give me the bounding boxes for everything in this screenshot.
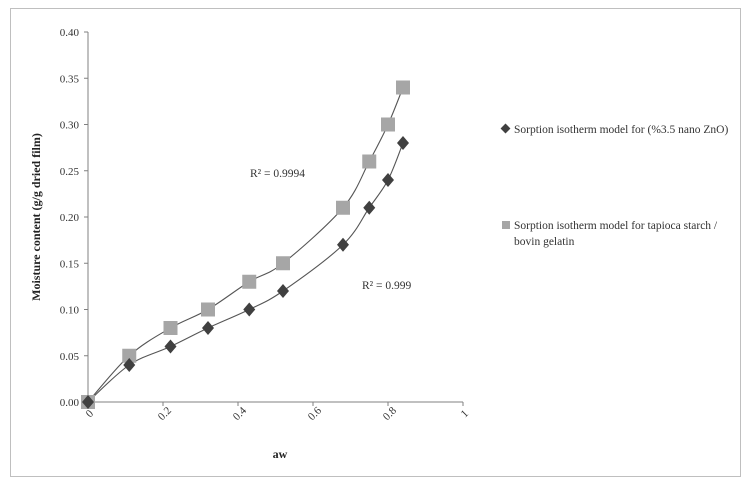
x-tick-label: 0 — [84, 407, 97, 420]
x-tick-label: 0.2 — [156, 405, 174, 423]
fit-curves — [87, 87, 404, 403]
diamond-point-5 — [277, 284, 289, 298]
chart-labels: Moisture content (g/g dried film) aw R² = … — [29, 133, 411, 461]
r2-label-series-1: R² = 0.999 — [362, 280, 411, 292]
square-point-3 — [201, 302, 215, 317]
diamond-point-3 — [202, 321, 214, 335]
square-point-8 — [381, 117, 395, 132]
fit-curve-series-2 — [87, 87, 404, 403]
diamond-point-0 — [82, 395, 94, 409]
square-point-4 — [242, 274, 257, 289]
x-axis-title: aw — [273, 447, 288, 461]
diamond-point-2 — [164, 339, 177, 354]
square-point-5 — [276, 256, 290, 271]
x-tick-label: 0.4 — [231, 404, 250, 423]
legend-label-series-2: Sorption isotherm model for tapioca star… — [514, 220, 718, 248]
square-point-1 — [122, 348, 137, 363]
y-tick-label: 0.15 — [60, 258, 80, 270]
y-tick-label: 0.30 — [60, 120, 80, 132]
y-axis-title: Moisture content (g/g dried film) — [29, 133, 43, 301]
y-tick-label: 0.25 — [60, 166, 80, 178]
y-tick-label: 0.05 — [60, 351, 80, 363]
y-tick-label: 0.20 — [60, 212, 80, 224]
legend-square-marker — [502, 221, 510, 229]
diamond-point-4 — [243, 302, 256, 317]
diamond-point-8 — [382, 173, 394, 187]
square-point-6 — [336, 200, 350, 215]
diamond-point-7 — [363, 200, 376, 215]
legend-label-series-1: Sorption isotherm model for (%3.5 nano Z… — [514, 124, 729, 136]
diamond-point-9 — [397, 136, 409, 150]
y-tick-label: 0.35 — [60, 73, 80, 85]
chart-frame — [10, 8, 741, 477]
r2-label-series-2: R² = 0.9994 — [250, 168, 305, 180]
y-tick-label: 0.00 — [60, 397, 80, 409]
y-tick-label: 0.10 — [60, 305, 80, 317]
y-tick-label: 0.40 — [60, 27, 80, 39]
data-points — [81, 80, 410, 409]
square-point-7 — [362, 154, 377, 169]
x-tick-label: 0.6 — [306, 404, 325, 423]
x-tick-label: 0.8 — [381, 404, 400, 423]
x-tick-label: 1 — [459, 408, 471, 420]
square-point-9 — [396, 80, 410, 95]
diamond-point-6 — [337, 237, 349, 252]
diamond-point-1 — [123, 358, 136, 372]
square-point-2 — [163, 321, 178, 335]
fit-curve-series-1 — [87, 142, 404, 403]
